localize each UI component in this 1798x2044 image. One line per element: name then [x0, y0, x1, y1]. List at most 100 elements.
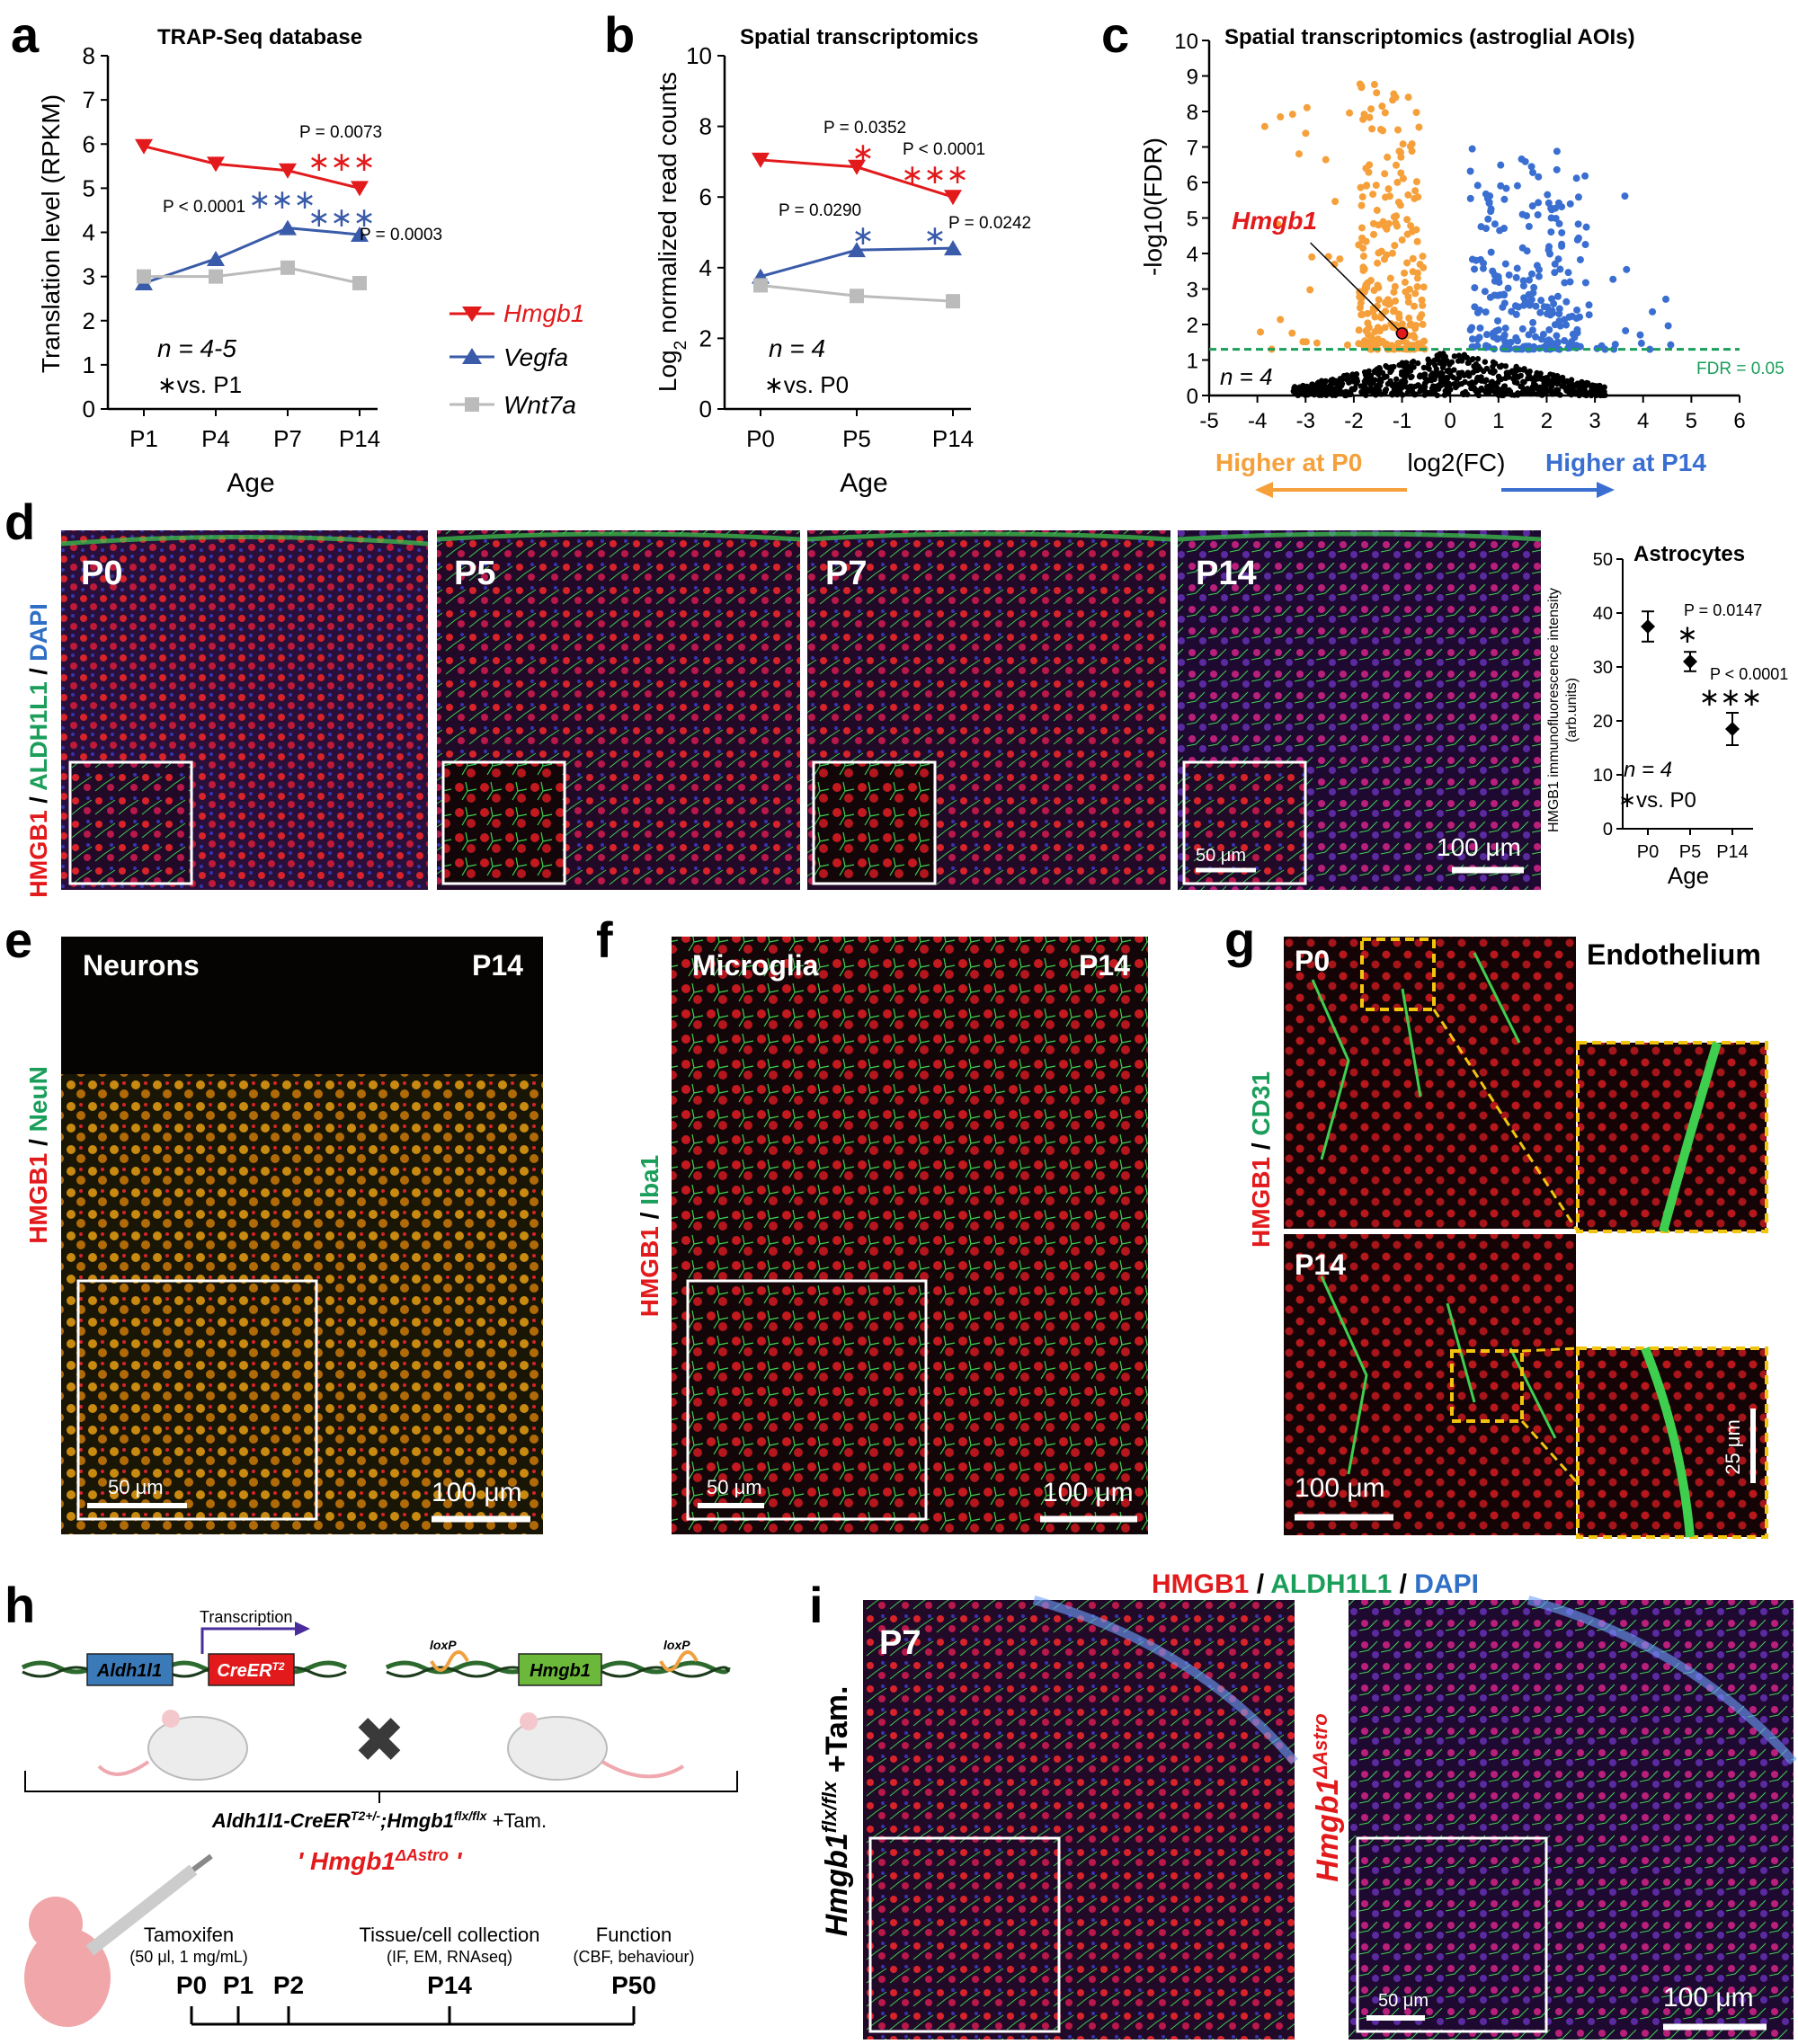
data-point-wnt7a	[137, 269, 151, 284]
y-tick-label: 1	[1187, 350, 1198, 374]
x-tick-label: -5	[1199, 409, 1218, 433]
sig-up-p14-point	[1566, 200, 1574, 208]
ns-point	[1576, 392, 1582, 399]
panel-d-n-label: n = 4	[1624, 758, 1672, 782]
y-tick-label: 3	[1187, 279, 1198, 303]
y-tick-label: 10	[686, 42, 712, 69]
ns-point	[1387, 378, 1393, 385]
sig-up-p0-point	[1381, 109, 1389, 117]
legend-wnt7a: Wnt7a	[503, 391, 576, 419]
panel-h-schematic: Aldh1l1 CreERT2 Transcription loxP Hmgb1…	[21, 1608, 738, 2027]
sig-up-p0-point	[1364, 319, 1372, 327]
micrograph-p7: P7	[806, 530, 1171, 890]
x-tick-label: P5	[842, 425, 871, 452]
sig-up-p0-point	[1370, 230, 1378, 238]
sig-up-p14-point	[1535, 199, 1543, 207]
ns-point	[1448, 359, 1455, 366]
sig-up-p0-point	[1363, 283, 1371, 291]
ns-point	[1451, 381, 1457, 387]
x-tick-label: -3	[1296, 409, 1315, 433]
ns-point	[1402, 360, 1410, 366]
sig-up-p14-point	[1609, 275, 1617, 283]
ns-point	[1509, 369, 1515, 375]
panel-f-title: Microglia	[692, 949, 819, 982]
sig-up-p0-point	[1371, 328, 1379, 336]
data-point-wnt7a	[946, 294, 960, 309]
panel-b-n-label: n = 4	[769, 334, 825, 362]
sig-up-p0-point	[1390, 288, 1398, 296]
panel-letter-a: a	[11, 6, 40, 63]
transcription-label: Transcription	[200, 1608, 292, 1626]
x-tick-label: 6	[1733, 409, 1745, 433]
sig-up-p0-point	[1411, 187, 1420, 195]
sig-up-p14-point	[1497, 161, 1505, 169]
ns-point	[1580, 391, 1588, 398]
sig-up-p14-point	[1574, 220, 1582, 228]
y-tick-label: 20	[1593, 712, 1613, 732]
panel-a-p-value: P < 0.0001	[163, 198, 245, 217]
ns-point	[1601, 384, 1607, 390]
sig-up-p14-point	[1486, 293, 1494, 301]
sig-up-p14-point	[1496, 291, 1504, 299]
x-tick-label: P1	[129, 425, 158, 452]
sig-up-p14-point	[1475, 333, 1483, 342]
sig-up-p0-point	[1413, 283, 1421, 291]
data-point	[1725, 722, 1740, 736]
sig-up-p14-point	[1466, 194, 1474, 202]
sig-up-p14-point	[1513, 264, 1521, 272]
y-tick-label: 6	[83, 130, 95, 157]
ns-point	[1421, 387, 1428, 394]
ns-point	[1444, 375, 1451, 382]
sig-up-p0-point	[1420, 283, 1428, 291]
data-point-hmgb1	[944, 190, 962, 206]
ns-point	[1409, 373, 1415, 380]
ns-point	[1363, 392, 1369, 398]
panel-letter-g: g	[1224, 911, 1255, 968]
sig-up-p14-point	[1528, 202, 1536, 210]
sig-up-p0-point	[1375, 221, 1383, 229]
sig-up-p14-point	[1562, 321, 1571, 329]
sig-up-p0-point	[1392, 321, 1400, 329]
sig-up-p0-point	[1420, 337, 1429, 345]
panel-letter-f: f	[596, 911, 613, 968]
sig-up-p14-point	[1621, 192, 1629, 200]
panel-g-scalebar-inset: 25 μm	[1722, 1419, 1744, 1475]
sig-up-p14-point	[1562, 298, 1571, 306]
x-tick-label: P0	[1637, 842, 1659, 862]
ns-point	[1331, 380, 1338, 387]
ns-point	[1574, 382, 1581, 388]
sig-up-p0-point	[1359, 253, 1367, 261]
ns-point	[1499, 388, 1505, 395]
ns-point	[1439, 370, 1446, 377]
ns-point	[1543, 389, 1549, 395]
y-tick-label: 4	[1187, 243, 1198, 267]
sig-up-p0-point	[1413, 274, 1421, 282]
sig-up-p14-point	[1622, 326, 1630, 334]
panel-c-title: Spatial transcriptomics (astroglial AOIs…	[1224, 25, 1635, 49]
ns-point	[1539, 384, 1546, 390]
y-tick-label: 0	[83, 395, 95, 422]
sig-up-p14-point	[1539, 330, 1547, 338]
panel-f-stain-label: HMGB1 / Iba1	[636, 1155, 663, 1318]
ns-point	[1337, 376, 1343, 382]
sig-up-p14-point	[1546, 311, 1554, 319]
ns-point	[1347, 388, 1354, 395]
sig-up-p14-point	[1532, 333, 1540, 341]
sig-up-p0-point	[1374, 281, 1382, 289]
sig-up-p0-point	[1373, 89, 1381, 97]
data-point-hmgb1	[351, 181, 369, 197]
sig-up-p0-point	[1308, 253, 1316, 261]
panel-g-age-p0: P0	[1295, 945, 1330, 977]
panel-a-xlabel: Age	[227, 468, 274, 498]
panel-letter-h: h	[4, 1577, 35, 1633]
sig-up-p0-point	[1355, 326, 1363, 334]
y-tick-label: 2	[1187, 314, 1198, 338]
ns-point	[1491, 360, 1499, 367]
sig-up-p0-point	[1413, 237, 1421, 245]
series-line-vegfa	[143, 227, 360, 285]
y-tick-label: 8	[1187, 101, 1198, 125]
data-point-vegfa	[207, 250, 225, 266]
panel-f-scalebar-inset: 50 μm	[707, 1476, 762, 1498]
ns-point	[1433, 366, 1440, 372]
panel-i-stain-label: HMGB1 / ALDH1L1 / DAPI	[1152, 1569, 1479, 1599]
